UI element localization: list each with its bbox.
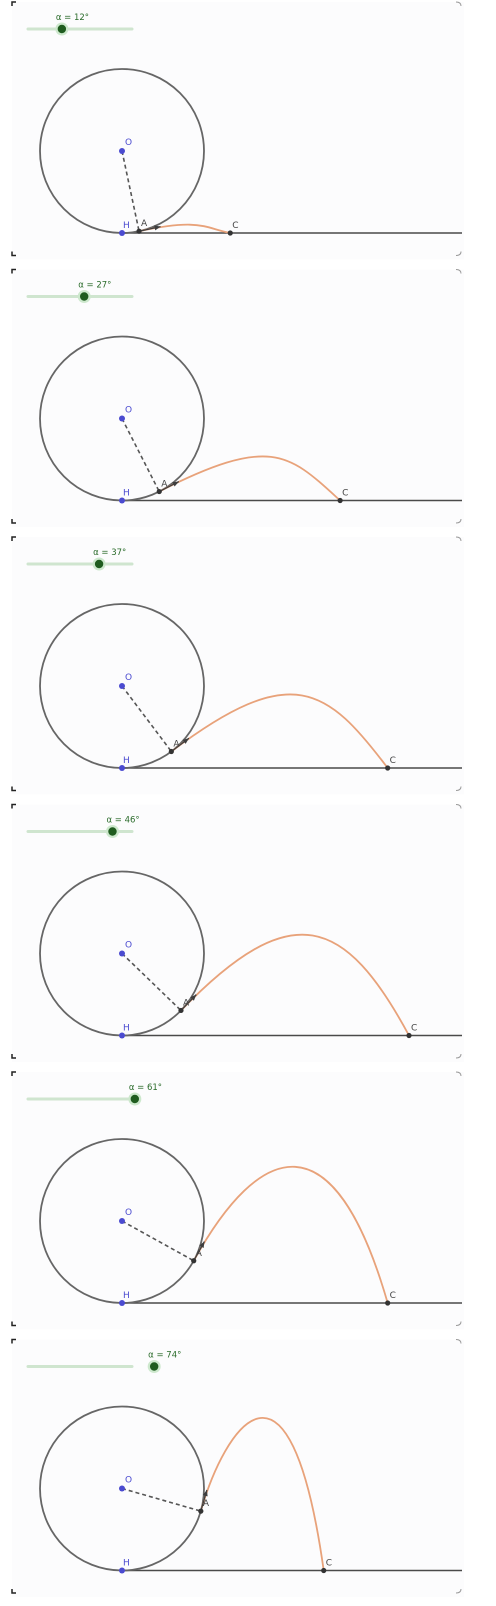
alpha-slider-knob[interactable] [108, 827, 116, 835]
alpha-slider-knob[interactable] [95, 560, 103, 568]
label-A: A [196, 1249, 203, 1259]
label-A: A [173, 739, 180, 749]
label-H: H [123, 1024, 130, 1034]
label-O: O [125, 138, 132, 148]
alpha-value-label: α = 27° [78, 281, 111, 291]
label-C: C [326, 1559, 332, 1569]
point-O [119, 148, 125, 154]
alpha-value-label: α = 37° [93, 548, 126, 558]
label-A: A [203, 1499, 210, 1509]
alpha-value-label: α = 61° [129, 1083, 162, 1093]
point-A [191, 1258, 196, 1263]
point-C [321, 1568, 326, 1573]
alpha-value-label: α = 12° [56, 13, 89, 23]
label-H: H [123, 756, 130, 766]
point-A [169, 749, 174, 754]
alpha-slider-knob[interactable] [58, 25, 66, 33]
label-C: C [232, 221, 238, 231]
panel-6: O H A Cα = 74° [12, 1340, 464, 1598]
alpha-slider-knob[interactable] [131, 1095, 139, 1103]
point-O [119, 683, 125, 689]
label-A: A [161, 480, 168, 490]
panel-5: O H A Cα = 61° [12, 1072, 464, 1330]
label-H: H [123, 1291, 130, 1301]
point-A [198, 1509, 203, 1514]
point-O [119, 416, 125, 422]
alpha-slider-knob[interactable] [80, 292, 88, 300]
label-O: O [125, 673, 132, 683]
label-A: A [141, 219, 148, 229]
label-A: A [183, 998, 190, 1008]
label-O: O [125, 1208, 132, 1218]
panel-3: O H A Cα = 37° [12, 537, 464, 795]
panel-4: O H A Cα = 46° [12, 805, 464, 1063]
panel-1: O H A Cα = 12° [12, 2, 464, 260]
point-A [157, 489, 162, 494]
point-O [119, 1218, 125, 1224]
point-C [338, 498, 343, 503]
point-A [178, 1008, 183, 1013]
point-O [119, 951, 125, 957]
label-C: C [342, 489, 348, 499]
point-C [385, 1300, 390, 1305]
point-C [406, 1033, 411, 1038]
point-O [119, 1486, 125, 1492]
point-C [228, 230, 233, 235]
alpha-value-label: α = 46° [106, 816, 139, 826]
point-C [385, 765, 390, 770]
label-H: H [123, 1559, 130, 1569]
label-C: C [411, 1024, 417, 1034]
alpha-slider-knob[interactable] [150, 1362, 158, 1370]
label-C: C [390, 1291, 396, 1301]
label-O: O [125, 1476, 132, 1486]
label-O: O [125, 406, 132, 416]
alpha-value-label: α = 74° [148, 1351, 181, 1361]
label-H: H [123, 489, 130, 499]
label-O: O [125, 941, 132, 951]
label-C: C [390, 756, 396, 766]
label-H: H [123, 221, 130, 231]
panel-2: O H A Cα = 27° [12, 270, 464, 528]
point-A [136, 229, 141, 234]
